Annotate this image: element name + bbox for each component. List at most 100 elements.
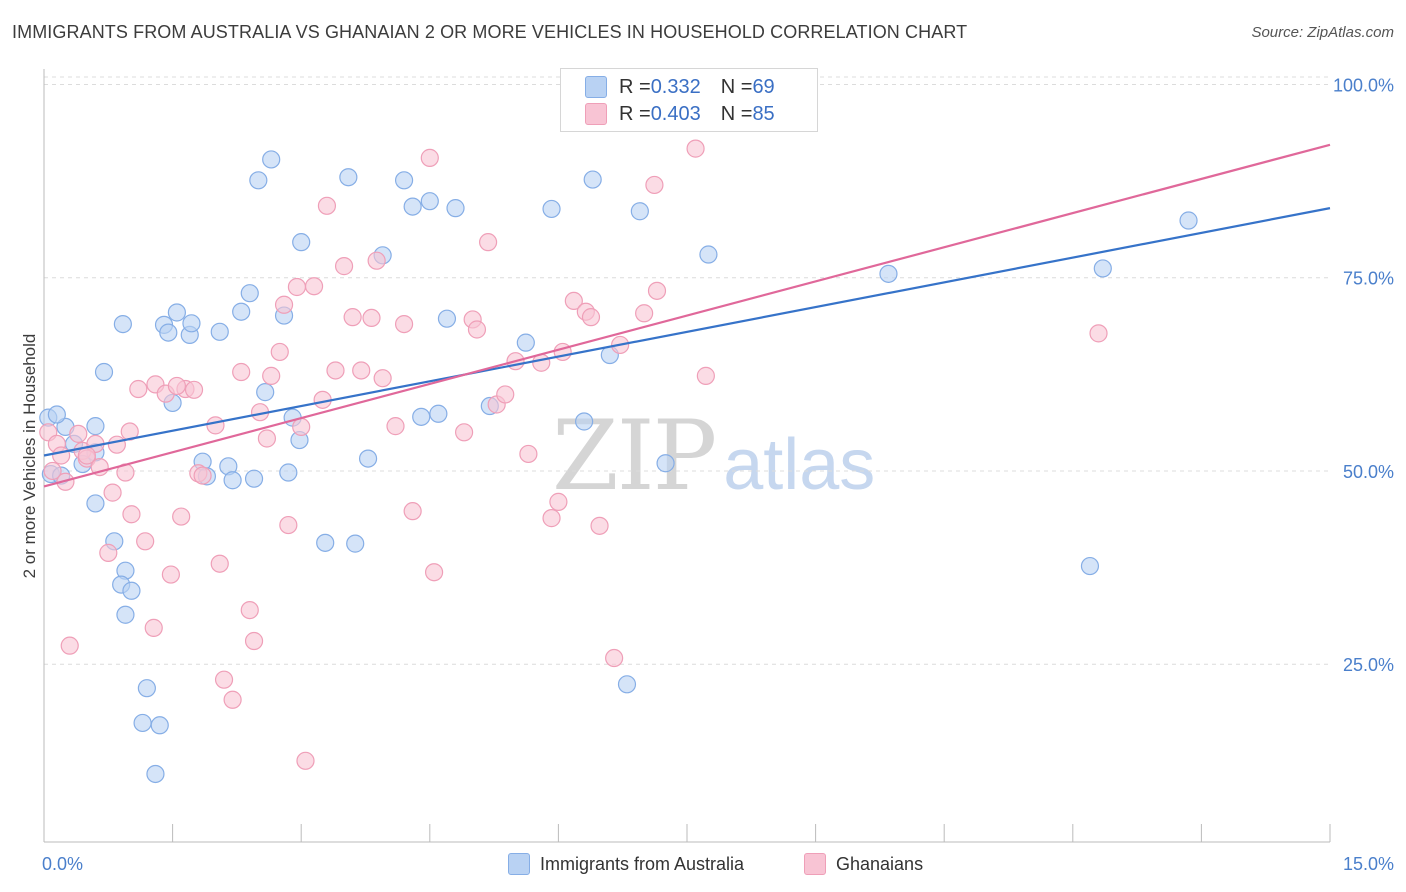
point-australia <box>223 471 242 490</box>
y-tick-label: 50.0% <box>1343 462 1394 482</box>
point-ghanaians <box>403 502 422 521</box>
point-ghanaians <box>386 417 405 436</box>
n-value: 85 <box>752 102 775 125</box>
point-australia <box>244 469 264 488</box>
point-ghanaians <box>317 196 337 215</box>
point-ghanaians <box>564 291 583 310</box>
point-australia <box>167 303 186 322</box>
point-ghanaians <box>136 532 155 551</box>
series-australia-points <box>39 150 1198 784</box>
point-australia <box>137 679 156 698</box>
point-ghanaians <box>519 444 538 464</box>
point-ghanaians <box>362 308 381 328</box>
point-australia <box>86 494 105 513</box>
point-ghanaians <box>420 148 439 167</box>
legend-label-australia: Immigrants from Australia <box>540 853 745 874</box>
point-australia <box>1080 556 1100 576</box>
point-ghanaians <box>645 175 664 195</box>
n-label: N = <box>720 75 753 98</box>
point-australia <box>446 199 465 218</box>
point-ghanaians <box>590 516 609 535</box>
point-australia <box>429 404 448 423</box>
point-australia <box>150 716 169 735</box>
x-tick-label: 0.0% <box>42 854 83 874</box>
point-australia <box>583 170 602 189</box>
tick-labels: 25.0% 50.0% 75.0% 100.0% 0.0% 15.0% <box>42 75 1394 874</box>
point-australia <box>575 412 594 431</box>
stats-row-australia: R = 0.332 N = 69 <box>585 74 775 100</box>
point-australia <box>232 302 251 321</box>
point-ghanaians <box>210 554 229 573</box>
axes <box>43 69 1331 843</box>
point-ghanaians <box>394 314 414 334</box>
legend-label-ghanaians: Ghanaians <box>836 853 924 874</box>
point-australia <box>182 314 201 333</box>
point-ghanaians <box>262 366 281 385</box>
point-australia <box>279 463 298 482</box>
point-ghanaians <box>232 362 251 382</box>
point-ghanaians <box>647 281 667 300</box>
point-ghanaians <box>270 342 289 362</box>
point-ghanaians <box>184 380 204 399</box>
point-australia <box>133 713 152 733</box>
point-australia <box>86 417 105 436</box>
legend-item-australia[interactable]: Immigrants from Australia <box>508 853 744 875</box>
r-label: R = <box>619 102 651 125</box>
point-ghanaians <box>223 690 242 709</box>
point-ghanaians <box>292 417 311 436</box>
point-ghanaians <box>605 648 624 668</box>
point-australia <box>346 534 365 553</box>
y-tick-label: 25.0% <box>1343 655 1394 675</box>
point-ghanaians <box>99 543 118 562</box>
point-ghanaians <box>257 429 277 448</box>
swatch-ghanaians <box>585 103 607 125</box>
point-ghanaians <box>635 304 654 323</box>
point-australia <box>420 192 439 211</box>
legend-swatch-australia <box>508 853 530 875</box>
point-ghanaians <box>686 139 705 158</box>
point-ghanaians <box>424 563 444 582</box>
point-ghanaians <box>334 257 354 276</box>
point-australia <box>630 202 649 221</box>
point-ghanaians <box>549 492 568 511</box>
n-value: 69 <box>752 75 775 98</box>
legend-item-ghanaians[interactable]: Ghanaians <box>804 853 923 875</box>
point-australia <box>122 581 141 600</box>
point-ghanaians <box>296 751 315 770</box>
stats-legend: R = 0.332 N = 69 R = 0.403 N = 85 <box>560 68 818 132</box>
x-tick-label: 15.0% <box>1343 854 1394 874</box>
point-ghanaians <box>581 308 601 327</box>
point-australia <box>339 168 358 187</box>
point-australia <box>617 675 637 694</box>
point-ghanaians <box>52 446 71 465</box>
point-australia <box>316 533 335 552</box>
point-australia <box>94 362 114 382</box>
point-ghanaians <box>240 600 259 620</box>
point-ghanaians <box>60 636 79 655</box>
series-legend: Immigrants from Australia Ghanaians <box>0 850 1406 878</box>
r-value: 0.403 <box>650 102 701 125</box>
point-ghanaians <box>103 483 122 502</box>
point-ghanaians <box>167 376 186 396</box>
point-ghanaians <box>1089 324 1108 343</box>
point-australia <box>542 199 561 219</box>
point-ghanaians <box>496 385 515 404</box>
stats-row-ghanaians: R = 0.403 N = 85 <box>585 101 775 127</box>
point-ghanaians <box>69 424 88 443</box>
point-australia <box>210 322 229 341</box>
point-australia <box>358 449 378 468</box>
point-ghanaians <box>367 251 386 270</box>
source-label: Source: ZipAtlas.com <box>1251 24 1394 41</box>
point-ghanaians <box>206 416 225 435</box>
point-ghanaians <box>696 366 715 385</box>
point-australia <box>47 405 66 424</box>
point-ghanaians <box>107 435 126 454</box>
point-ghanaians <box>144 618 163 637</box>
n-label: N = <box>720 102 753 125</box>
point-australia <box>113 314 132 334</box>
point-australia <box>879 264 898 283</box>
point-australia <box>699 245 718 264</box>
point-ghanaians <box>542 509 561 528</box>
point-ghanaians <box>193 466 212 485</box>
